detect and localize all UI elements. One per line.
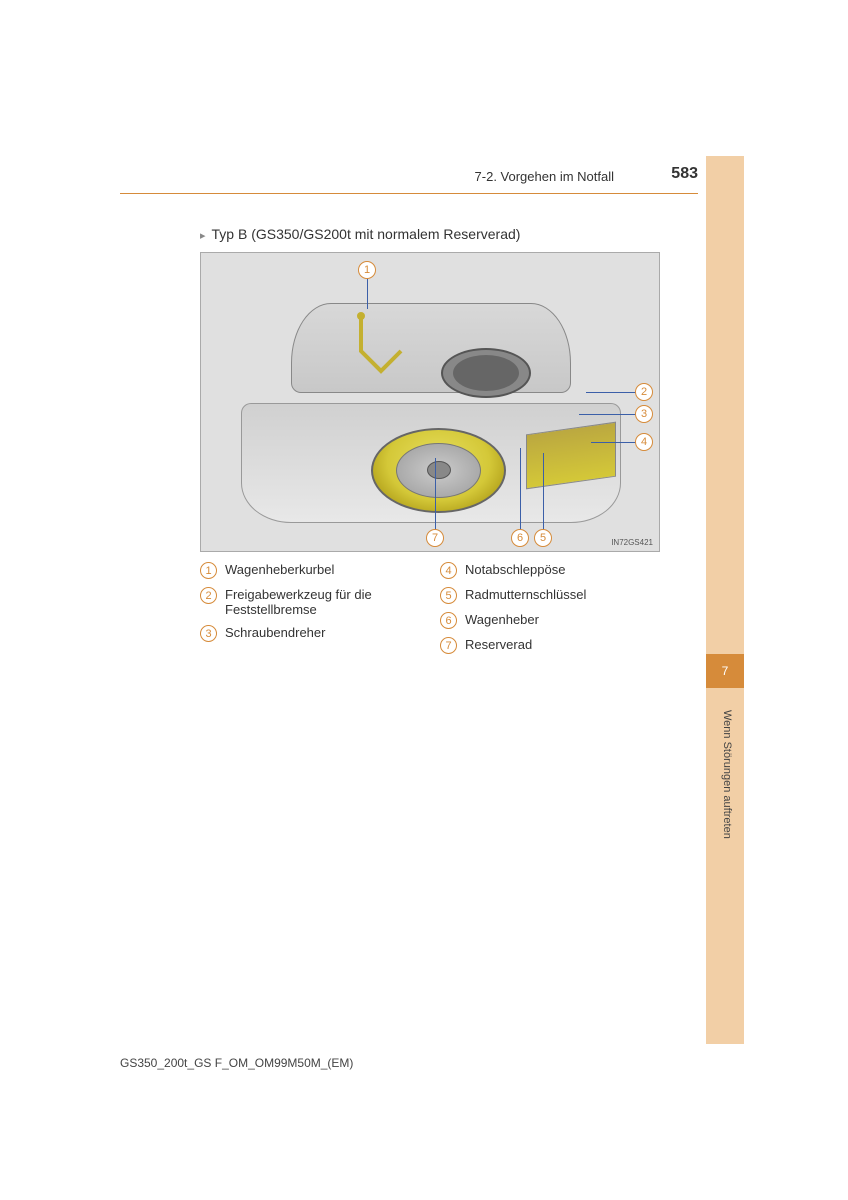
legend-item-2: 2 Freigabewerkzeug für die Feststellbrems… [200, 587, 430, 617]
legend-label: Freigabewerkzeug für die Feststellbremse [225, 587, 430, 617]
leader-line [579, 414, 636, 415]
chapter-number: 7 [722, 664, 729, 678]
legend-item-1: 1 Wagenheberkurbel [200, 562, 430, 579]
callout-2: 2 [635, 383, 653, 401]
legend-num: 4 [440, 562, 457, 579]
legend-num: 2 [200, 587, 217, 604]
callout-4: 4 [635, 433, 653, 451]
legend-item-3: 3 Schraubendreher [200, 625, 430, 642]
content-area: Typ B (GS350/GS200t mit normalem Reserve… [200, 226, 670, 662]
leader-line [367, 279, 368, 309]
legend-num: 3 [200, 625, 217, 642]
jack-handle-icon [351, 311, 411, 381]
legend-label: Reserverad [465, 637, 532, 652]
chapter-title-vertical: Wenn Störungen auftreten [717, 710, 733, 910]
leader-line [543, 453, 544, 530]
legend-item-4: 4 Notabschleppöse [440, 562, 670, 579]
legend-label: Schraubendreher [225, 625, 325, 640]
leader-line [435, 458, 436, 530]
legend-num: 1 [200, 562, 217, 579]
callout-7: 7 [426, 529, 444, 547]
leader-line [591, 442, 636, 443]
callout-3: 3 [635, 405, 653, 423]
legend-label: Radmutternschlüssel [465, 587, 586, 602]
legend-col-right: 4 Notabschleppöse 5 Radmutternschlüssel 6 Wag… [440, 562, 670, 662]
legend-label: Wagenheberkurbel [225, 562, 334, 577]
legend-label: Wagenheber [465, 612, 539, 627]
legend-num: 7 [440, 637, 457, 654]
leader-line [520, 448, 521, 530]
side-tab-chapter: 7 [706, 654, 744, 688]
diagram: 1 2 3 4 56 7 IN72GS421 [200, 252, 660, 552]
image-id: IN72GS421 [611, 538, 653, 547]
header-rule [120, 193, 698, 194]
footer-doc-id: GS350_200t_GS F_OM_OM99M50M_(EM) [120, 1056, 353, 1070]
legend-item-5: 5 Radmutternschlüssel [440, 587, 670, 604]
callout-1: 1 [358, 261, 376, 279]
section-reference: 7-2. Vorgehen im Notfall [475, 169, 614, 184]
type-title: Typ B (GS350/GS200t mit normalem Reserve… [200, 226, 670, 242]
legend-item-6: 6 Wagenheber [440, 612, 670, 629]
legend-col-left: 1 Wagenheberkurbel 2 Freigabewerkzeug für d… [200, 562, 430, 662]
legend-item-7: 7 Reserverad [440, 637, 670, 654]
legend-label: Notabschleppöse [465, 562, 565, 577]
page-number: 583 [671, 165, 698, 183]
callout-5: 5 [534, 529, 552, 547]
legend-num: 6 [440, 612, 457, 629]
page-header: 7-2. Vorgehen im Notfall 583 [120, 185, 698, 194]
legend-num: 5 [440, 587, 457, 604]
trunk-illustration [231, 293, 631, 533]
callout-6: 6 [511, 529, 529, 547]
leader-line [586, 392, 636, 393]
legend: 1 Wagenheberkurbel 2 Freigabewerkzeug für d… [200, 562, 670, 662]
side-tab-light [706, 156, 744, 1044]
